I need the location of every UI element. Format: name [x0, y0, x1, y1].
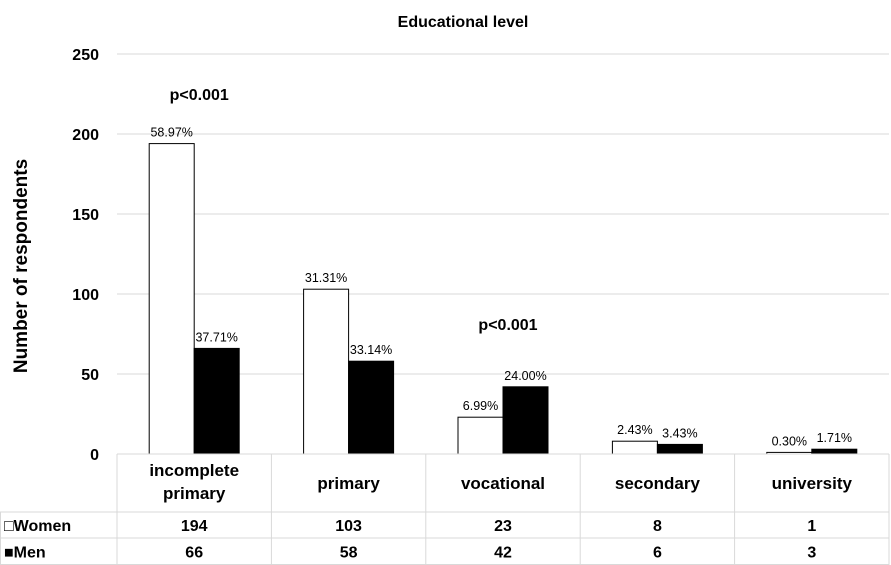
- percent-label: 58.97%: [150, 126, 192, 140]
- legend-men: ■Men: [4, 545, 46, 562]
- y-tick-label: 50: [81, 367, 99, 384]
- category-label: secondary: [615, 474, 701, 493]
- percent-label: 1.71%: [817, 431, 852, 445]
- y-tick-label: 200: [72, 127, 99, 144]
- table-value: 1: [807, 518, 816, 535]
- table-value: 6: [653, 545, 662, 562]
- p-value-annotation: p<0.001: [170, 87, 229, 104]
- table-value: 194: [181, 518, 208, 535]
- bar-men: [193, 347, 240, 455]
- y-tick-label: 250: [72, 47, 99, 64]
- percent-label: 0.30%: [772, 434, 807, 448]
- table-value: 103: [335, 518, 362, 535]
- percent-label: 33.14%: [350, 343, 392, 357]
- category-label: incomplete primary: [149, 461, 239, 503]
- y-tick-label: 100: [72, 287, 99, 304]
- bar-men: [656, 443, 703, 455]
- bar-men: [348, 360, 395, 455]
- category-label: vocational: [461, 474, 545, 493]
- percent-label: 6.99%: [463, 399, 498, 413]
- percent-label: 37.71%: [195, 330, 237, 344]
- percent-label: 2.43%: [617, 423, 652, 437]
- y-axis-label: Number of respondents: [11, 159, 32, 373]
- percent-label: 3.43%: [662, 426, 697, 440]
- category-label: primary: [317, 474, 380, 493]
- table-value: 8: [653, 518, 662, 535]
- bar-men: [811, 448, 858, 455]
- table-value: 66: [185, 545, 203, 562]
- table-value: 23: [494, 518, 512, 535]
- percent-labels: 58.97% 31.31% 6.99% 2.43% 0.30% 37.71% 33.14% 2…: [150, 126, 852, 449]
- bar-women: [457, 416, 504, 455]
- table-value: 58: [340, 545, 358, 562]
- legend-women: □Women: [4, 518, 71, 535]
- y-axis-ticks: 0 50 100 150 200 250: [72, 47, 99, 464]
- data-table: incomplete primary primary vocational second…: [0, 453, 890, 565]
- bar-women: [148, 143, 195, 455]
- bar-men: [502, 386, 549, 455]
- category-label: university: [772, 474, 853, 493]
- y-tick-label: 0: [90, 447, 99, 464]
- chart-title: Educational level: [398, 14, 529, 31]
- bar-women: [611, 440, 658, 455]
- y-tick-label: 150: [72, 207, 99, 224]
- table-value: 3: [807, 545, 816, 562]
- percent-label: 31.31%: [305, 271, 347, 285]
- percent-label: 24.00%: [504, 369, 546, 383]
- p-value-annotation: p<0.001: [478, 317, 537, 334]
- table-value: 42: [494, 545, 512, 562]
- bar-women: [303, 288, 350, 455]
- annotations: p<0.001 p<0.001: [170, 87, 538, 334]
- bars: [148, 143, 858, 455]
